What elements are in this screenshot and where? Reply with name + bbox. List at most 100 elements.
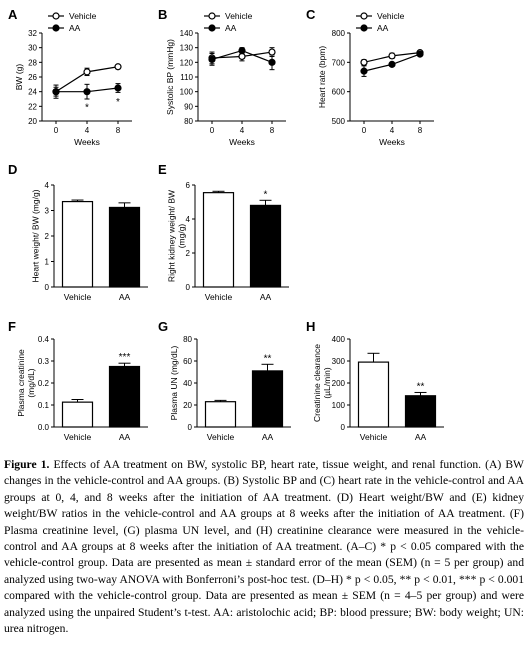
y-tick-label-b: 90 <box>184 102 193 111</box>
bar-f-aa <box>108 365 141 428</box>
data-point-a-0 <box>114 63 122 71</box>
data-point-c-1 <box>416 50 424 58</box>
y-axis-label-b-group: Systolic BP (mmHg) <box>165 39 175 115</box>
legend-marker-c <box>360 12 368 20</box>
x-tick-label-g: Vehicle <box>207 432 235 442</box>
y-tick-label-h: 0 <box>341 423 346 432</box>
legend-marker-b <box>208 12 216 20</box>
x-axis-label-a: Weeks <box>74 137 100 147</box>
panel-letter-f: F <box>8 319 16 334</box>
bar-h-aa <box>404 395 437 428</box>
y-axis-label-a: BW (g) <box>14 64 24 91</box>
x-axis-label-c: Weeks <box>379 137 405 147</box>
x-tick-label-c: 4 <box>390 126 395 135</box>
y-axis-label-a-group: BW (g) <box>14 64 24 91</box>
y-tick-label-g: 20 <box>183 401 192 410</box>
panel-letter-b: B <box>158 7 167 22</box>
y-tick-label-g: 0 <box>188 423 193 432</box>
significance-star-a: * <box>85 102 89 113</box>
bar-g-vehicle <box>204 401 237 428</box>
y-tick-label-h: 400 <box>332 335 346 344</box>
y-tick-label-d: 1 <box>45 258 50 267</box>
y-axis-label-b: Systolic BP (mmHg) <box>165 39 175 115</box>
y-tick-label-b: 120 <box>180 58 194 67</box>
x-axis-label-b: Weeks <box>229 137 255 147</box>
y-tick-label-e: 2 <box>186 249 191 258</box>
data-point-a-1 <box>83 88 91 96</box>
legend-marker-a <box>52 12 60 20</box>
y-tick-label-a: 22 <box>28 102 37 111</box>
y-tick-label-e: 0 <box>186 283 191 292</box>
y-tick-label-h: 200 <box>332 379 346 388</box>
x-tick-label-d: AA <box>119 292 131 302</box>
y-tick-label-g: 40 <box>183 379 192 388</box>
y-tick-label-c: 700 <box>332 58 346 67</box>
x-tick-label-h: Vehicle <box>360 432 388 442</box>
y-tick-label-a: 28 <box>28 58 37 67</box>
legend-label-a: Vehicle <box>69 11 97 21</box>
y-tick-label-a: 32 <box>28 29 37 38</box>
y-tick-label-c: 800 <box>332 29 346 38</box>
x-tick-label-a: 8 <box>116 126 121 135</box>
x-tick-label-g: AA <box>262 432 274 442</box>
y-tick-label-c: 500 <box>332 117 346 126</box>
bar-h-vehicle <box>357 361 390 428</box>
data-point-a-0 <box>83 68 91 76</box>
x-tick-label-f: AA <box>119 432 131 442</box>
x-tick-label-b: 8 <box>270 126 275 135</box>
bar-d-vehicle <box>61 200 94 288</box>
x-tick-label-d: Vehicle <box>64 292 92 302</box>
y-tick-label-f: 0.0 <box>38 423 50 432</box>
y-tick-label-b: 130 <box>180 44 194 53</box>
x-tick-label-e: AA <box>260 292 272 302</box>
data-point-b-1 <box>268 58 276 66</box>
x-tick-label-b: 4 <box>240 126 245 135</box>
x-tick-label-b: 0 <box>210 126 215 135</box>
x-tick-label-h: AA <box>415 432 427 442</box>
bar-g-aa <box>251 370 284 428</box>
y-tick-label-d: 0 <box>45 283 50 292</box>
data-point-a-1 <box>52 88 60 96</box>
figure-caption: Figure 1. Effects of AA treatment on BW,… <box>4 457 524 637</box>
x-tick-label-a: 0 <box>54 126 59 135</box>
panel-letter-e: E <box>158 162 167 177</box>
legend-label-b: Vehicle <box>225 11 253 21</box>
x-tick-label-a: 4 <box>85 126 90 135</box>
y-tick-label-g: 80 <box>183 335 192 344</box>
y-tick-label-e: 4 <box>186 215 191 224</box>
y-axis-label-f: Plasma creatinine <box>16 349 26 417</box>
y-tick-label-b: 80 <box>184 117 193 126</box>
panel-letter-c: C <box>306 7 316 22</box>
y-tick-label-g: 60 <box>183 357 192 366</box>
y-tick-label-b: 100 <box>180 88 194 97</box>
x-tick-label-c: 0 <box>362 126 367 135</box>
y-tick-label-f: 0.3 <box>38 357 50 366</box>
panel-letter-a: A <box>8 7 18 22</box>
y-axis-label-c: Heart rate (bpm) <box>317 46 327 109</box>
data-point-b-1 <box>208 55 216 64</box>
bar-e-vehicle <box>202 192 235 288</box>
bar-e-aa <box>249 204 282 288</box>
y-tick-label-d: 4 <box>45 181 50 190</box>
significance-star-h: ** <box>417 381 425 392</box>
y-tick-label-f: 0.2 <box>38 379 50 388</box>
bar-f-vehicle <box>61 401 94 428</box>
y-axis-label-d-group: Heart weight/ BW (mg/g) <box>30 189 40 282</box>
y-tick-label-e: 6 <box>186 181 191 190</box>
x-tick-label-e: Vehicle <box>205 292 233 302</box>
y-tick-label-b: 110 <box>180 73 193 82</box>
y-axis-label-e: Right kidney weight/ BW <box>166 190 176 282</box>
y-tick-label-f: 0.4 <box>38 335 50 344</box>
legend-label-b: AA <box>225 23 237 33</box>
significance-star-a: * <box>116 97 120 108</box>
legend-label-c: Vehicle <box>377 11 405 21</box>
legend-marker-b <box>208 24 216 32</box>
panel-letter-d: D <box>8 162 17 177</box>
y-tick-label-a: 26 <box>28 73 37 82</box>
data-point-c-1 <box>360 67 368 75</box>
bar-d-aa <box>108 206 141 288</box>
panel-letter-h: H <box>306 319 315 334</box>
y-tick-label-h: 100 <box>332 401 346 410</box>
x-tick-label-c: 8 <box>418 126 423 135</box>
